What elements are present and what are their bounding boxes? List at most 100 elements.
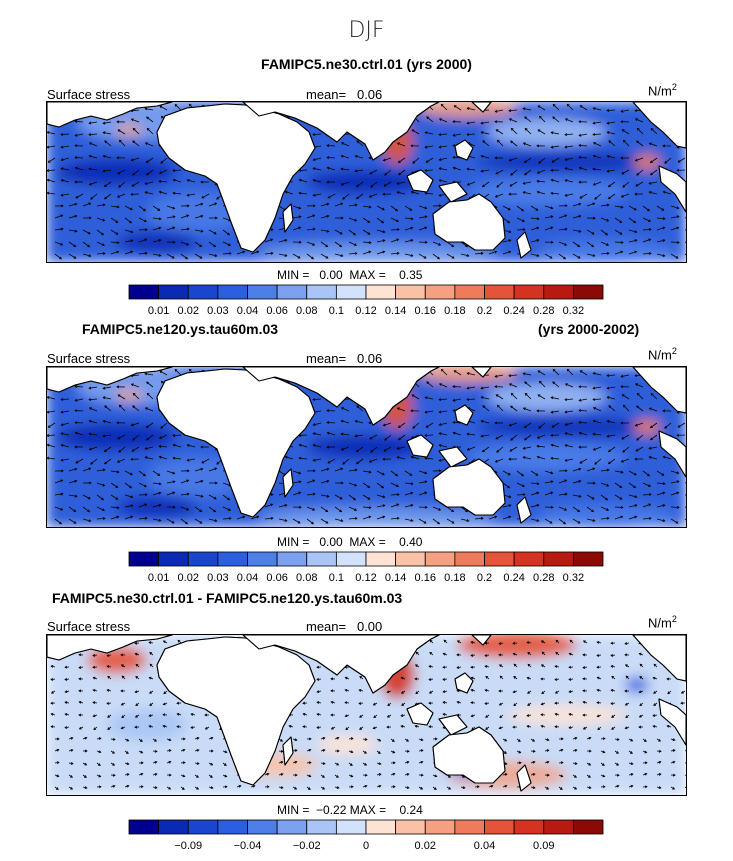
panel-1-units: N/m2 bbox=[648, 82, 677, 98]
colorbar-swatch bbox=[335, 284, 367, 300]
colorbar-swatch bbox=[276, 819, 308, 835]
colorbar-tick-label: 0.14 bbox=[385, 305, 406, 317]
colorbar-swatch bbox=[335, 819, 367, 835]
panel-3-map bbox=[46, 634, 687, 796]
panel-1-min-value: 0.00 bbox=[319, 268, 343, 282]
panel-1-title: FAMIPC5.ne30.ctrl.01 (yrs 2000) bbox=[261, 56, 472, 72]
panel-3-mean: mean= 0.00 bbox=[306, 619, 382, 634]
colorbar-swatch bbox=[424, 819, 456, 835]
panel-2-mean: mean= 0.06 bbox=[306, 351, 382, 366]
colorbar-tick-label: 0.04 bbox=[237, 305, 258, 317]
colorbar-tick-label: 0.06 bbox=[266, 305, 287, 317]
map-svg bbox=[47, 367, 686, 527]
panel-3-mean-label: mean= bbox=[306, 619, 347, 634]
colorbar-swatch bbox=[484, 284, 515, 300]
colorbar-swatch bbox=[306, 284, 337, 300]
colorbar-tick-label: 0.2 bbox=[477, 572, 492, 584]
panel-1-units-text: N/m bbox=[648, 83, 672, 99]
colorbar-swatch bbox=[128, 551, 160, 567]
panel-1-minmax: MIN = 0.00 MAX = 0.35 bbox=[277, 268, 422, 282]
colorbar-tick-label: 0.12 bbox=[355, 572, 376, 584]
colorbar-tick-label: 0.06 bbox=[266, 572, 287, 584]
map-svg bbox=[47, 635, 686, 795]
panel-1-units-sup: 2 bbox=[671, 82, 677, 92]
colorbar-swatch bbox=[276, 551, 308, 567]
colorbar-swatch bbox=[543, 551, 574, 567]
colorbar-tick-label: 0.01 bbox=[148, 305, 169, 317]
colorbar-tick-label: 0.02 bbox=[178, 305, 199, 317]
panel-2-minmax: MIN = 0.00 MAX = 0.40 bbox=[277, 535, 422, 549]
panel-2-units-sup: 2 bbox=[671, 346, 677, 356]
colorbar-tick-label: 0.02 bbox=[178, 572, 199, 584]
panel-2-min-value: 0.00 bbox=[319, 535, 343, 549]
colorbar-tick-label: 0.03 bbox=[207, 305, 228, 317]
panel-3-title: FAMIPC5.ne30.ctrl.01 - FAMIPC5.ne120.ys.… bbox=[52, 590, 403, 606]
colorbar-swatch bbox=[247, 551, 278, 567]
panel-1-max-value: 0.35 bbox=[399, 268, 423, 282]
panel-2-mean-value: 0.06 bbox=[356, 351, 383, 366]
panel-2-colorbar: 0.01 0.02 0.03 0.04 0.06 0.08 0.1 0.12 0.14 0.16 0… bbox=[0, 550, 733, 584]
colorbar-swatch bbox=[158, 551, 189, 567]
colorbar-svg: −0.09 −0.04 −0.02 0 0.02 0.04 0.09 bbox=[128, 819, 604, 852]
colorbar-swatch bbox=[187, 284, 219, 300]
colorbar-swatch bbox=[128, 819, 160, 835]
colorbar-swatch bbox=[365, 284, 397, 300]
colorbar-swatch bbox=[276, 284, 308, 300]
colorbar-swatch bbox=[158, 284, 189, 300]
colorbar-swatch bbox=[217, 819, 248, 835]
panel-2-max-value: 0.40 bbox=[399, 535, 423, 549]
colorbar-tick-label: 0.04 bbox=[237, 572, 258, 584]
colorbar-swatch bbox=[454, 551, 485, 567]
colorbar-tick-label: 0.18 bbox=[444, 572, 465, 584]
colorbar-swatch bbox=[513, 284, 545, 300]
panel-1-map bbox=[46, 101, 687, 263]
colorbar-swatch bbox=[513, 551, 545, 567]
map-svg bbox=[47, 102, 686, 262]
colorbar-swatch bbox=[424, 284, 456, 300]
panel-3-max-value: 0.24 bbox=[399, 803, 423, 817]
colorbar-tick-label: 0.24 bbox=[503, 305, 524, 317]
colorbar-swatch bbox=[484, 551, 515, 567]
colorbar-swatch bbox=[335, 551, 367, 567]
colorbar-tick-label: 0.12 bbox=[355, 305, 376, 317]
colorbar-swatch bbox=[306, 819, 337, 835]
colorbar-swatch bbox=[484, 819, 515, 835]
panel-3-field-label: Surface stress bbox=[47, 619, 131, 634]
colorbar-tick-label: −0.09 bbox=[174, 840, 202, 852]
panel-1-mean-value: 0.06 bbox=[356, 87, 383, 102]
colorbar-swatch bbox=[306, 551, 337, 567]
colorbar-swatch bbox=[158, 819, 189, 835]
colorbar-swatch bbox=[572, 284, 604, 300]
panel-2-min-label: MIN = bbox=[277, 535, 310, 549]
panel-2-years: (yrs 2000-2002) bbox=[538, 321, 640, 337]
colorbar-tick-label: 0.03 bbox=[207, 572, 228, 584]
colorbar-swatch bbox=[513, 819, 545, 835]
colorbar-swatch bbox=[424, 551, 456, 567]
colorbar-tick-label: 0.24 bbox=[503, 572, 524, 584]
colorbar-tick-label: 0.1 bbox=[329, 305, 344, 317]
colorbar-svg: 0.01 0.02 0.03 0.04 0.06 0.08 0.1 0.12 0.14 0.16 0… bbox=[128, 284, 604, 317]
panel-2-field-label: Surface stress bbox=[47, 351, 131, 366]
colorbar-tick-label: 0.14 bbox=[385, 572, 406, 584]
colorbar-tick-label: 0.2 bbox=[477, 305, 492, 317]
panel-1-min-label: MIN = bbox=[277, 268, 310, 282]
colorbar-swatch bbox=[454, 284, 485, 300]
colorbar-swatch bbox=[187, 551, 219, 567]
panel-3-min-label: MIN = bbox=[277, 803, 310, 817]
panel-2-units-text: N/m bbox=[648, 347, 672, 363]
colorbar-tick-label: 0.16 bbox=[415, 572, 436, 584]
colorbar-tick-label: 0.32 bbox=[563, 572, 584, 584]
colorbar-swatch bbox=[395, 819, 426, 835]
panel-2-map bbox=[46, 366, 687, 528]
colorbar-tick-label: 0.04 bbox=[474, 840, 495, 852]
panel-3-mean-value: 0.00 bbox=[356, 619, 383, 634]
colorbar-swatch bbox=[395, 284, 426, 300]
colorbar-swatch bbox=[543, 819, 574, 835]
colorbar-tick-label: 0.08 bbox=[296, 305, 317, 317]
panel-2-units: N/m2 bbox=[648, 346, 677, 362]
panel-3-units: N/m2 bbox=[648, 614, 677, 630]
colorbar-tick-label: 0.09 bbox=[533, 840, 554, 852]
panel-3-minmax: MIN = −0.22 MAX = 0.24 bbox=[277, 803, 423, 817]
colorbar-swatch bbox=[543, 284, 574, 300]
colorbar-tick-label: 0.08 bbox=[296, 572, 317, 584]
